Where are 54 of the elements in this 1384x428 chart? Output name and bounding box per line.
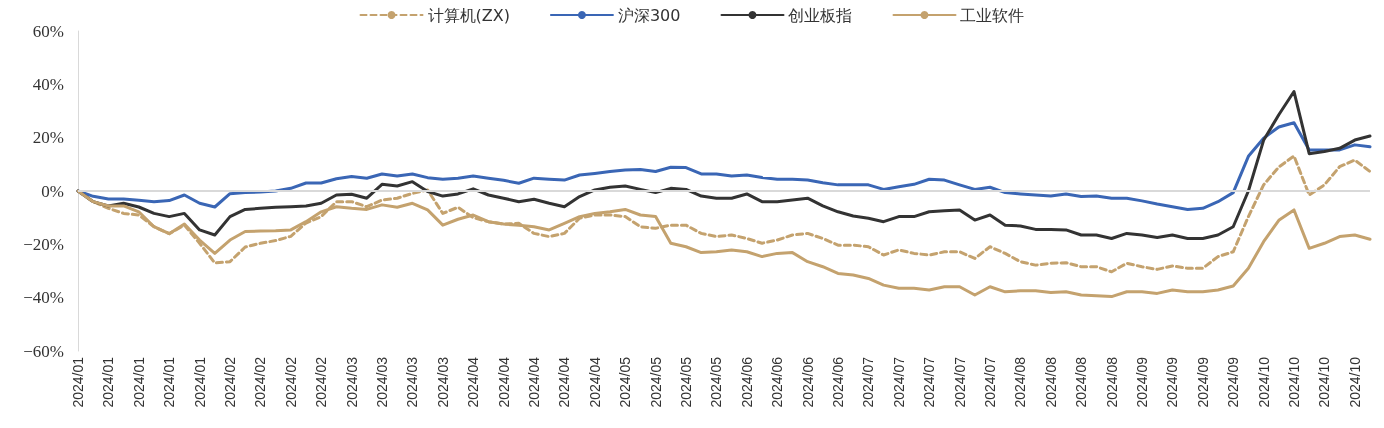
x-tick-label: 2024/03 — [404, 356, 421, 408]
x-tick-label: 2024/07 — [921, 356, 938, 408]
x-tick-label: 2024/08 — [1012, 356, 1029, 408]
x-tick-label: 2024/09 — [1134, 356, 1150, 408]
x-tick-label: 2024/04 — [465, 356, 482, 408]
x-tick-label: 2024/06 — [738, 356, 755, 408]
legend-label: 计算机(ZX) — [427, 5, 510, 25]
x-tick-label: 2024/10 — [1286, 356, 1302, 408]
x-tick-label: 2024/09 — [1225, 356, 1242, 408]
y-tick-label: 0% — [41, 181, 64, 201]
x-tick-label: 2024/07 — [890, 356, 907, 408]
x-tick-label: 2024/07 — [860, 356, 877, 408]
x-tick-label: 2024/05 — [617, 356, 634, 408]
legend-label: 工业软件 — [960, 5, 1025, 25]
x-tick-label: 2024/01 — [161, 356, 178, 408]
x-tick-label: 2024/10 — [1316, 356, 1333, 408]
x-tick-label: 2024/02 — [222, 356, 238, 408]
x-tick-label: 2024/08 — [1103, 356, 1120, 408]
x-tick-label: 2024/09 — [1164, 356, 1181, 408]
x-tick-label: 2024/04 — [526, 356, 542, 408]
y-tick-label: 20% — [32, 128, 64, 148]
x-tick-label: 2024/10 — [1346, 356, 1363, 408]
legend-label: 沪深300 — [617, 5, 681, 25]
x-tick-label: 2024/05 — [708, 356, 725, 408]
y-tick-label: −20% — [23, 234, 64, 254]
x-tick-label: 2024/03 — [343, 356, 360, 408]
x-tick-label: 2024/01 — [70, 356, 86, 408]
x-tick-label: 2024/06 — [769, 356, 786, 408]
x-tick-label: 2024/04 — [556, 356, 573, 408]
x-tick-label: 2024/02 — [282, 356, 299, 408]
x-tick-label: 2024/02 — [252, 356, 269, 408]
y-tick-label: 40% — [32, 74, 64, 94]
x-tick-label: 2024/01 — [130, 356, 147, 408]
x-tick-label: 2024/02 — [313, 356, 330, 408]
x-tick-label: 2024/07 — [982, 356, 998, 408]
y-tick-label: −60% — [23, 341, 64, 361]
x-tick-label: 2024/07 — [951, 356, 968, 408]
x-tick-label: 2024/03 — [374, 356, 390, 408]
y-tick-label: 60% — [32, 21, 64, 41]
x-tick-label: 2024/06 — [799, 356, 816, 408]
y-tick-label: −40% — [23, 288, 64, 308]
x-tick-label: 2024/03 — [434, 356, 451, 408]
x-tick-label: 2024/01 — [191, 356, 208, 408]
x-tick-label: 2024/09 — [1194, 356, 1211, 408]
x-tick-label: 2024/04 — [495, 356, 512, 408]
legend-label: 创业板指 — [788, 5, 853, 25]
x-tick-label: 2024/08 — [1073, 356, 1090, 408]
x-tick-label: 2024/08 — [1042, 356, 1059, 408]
x-tick-label: 2024/05 — [647, 356, 664, 408]
x-tick-label: 2024/04 — [586, 356, 603, 408]
x-tick-label: 2024/01 — [100, 356, 117, 408]
x-tick-label: 2024/05 — [678, 356, 694, 408]
x-tick-label: 2024/10 — [1255, 356, 1272, 408]
x-tick-label: 2024/06 — [830, 356, 846, 408]
